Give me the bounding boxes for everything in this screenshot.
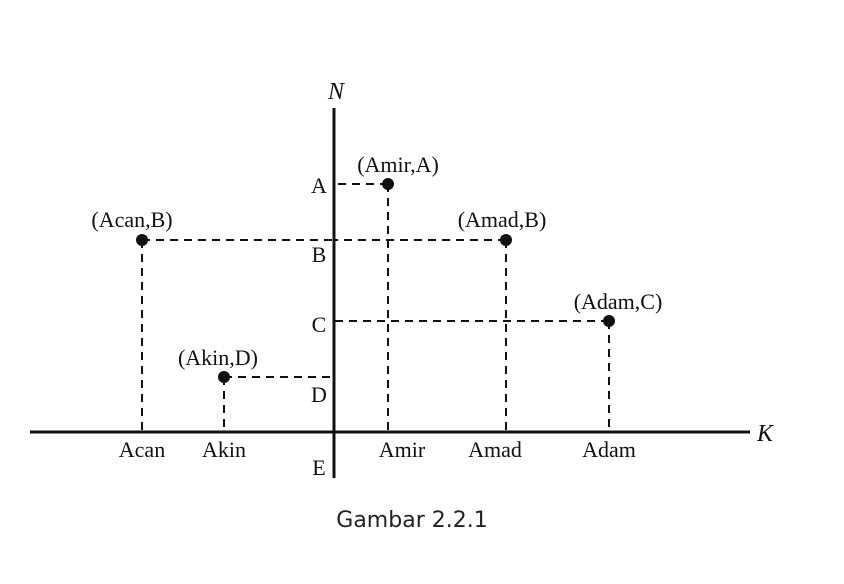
horizontal-axis-label: K <box>756 421 775 447</box>
point-label: (Adam,C) <box>574 289 663 314</box>
point-adam-c: (Adam,C) <box>334 289 662 432</box>
point-marker <box>500 234 512 246</box>
point-label: (Akin,D) <box>178 345 258 370</box>
x-tick-label: Adam <box>582 437 636 462</box>
y-tick-label: B <box>312 242 327 267</box>
point-marker <box>382 178 394 190</box>
point-label: (Acan,B) <box>91 207 172 232</box>
x-tick-label: Amad <box>468 437 522 462</box>
point-amad-b: (Amad,B) <box>334 207 546 432</box>
point-marker <box>136 234 148 246</box>
y-tick-label: A <box>311 173 327 198</box>
point-label: (Amir,A) <box>357 152 439 177</box>
point-marker <box>603 315 615 327</box>
y-tick-label: C <box>312 312 327 337</box>
vertical-axis-label: N <box>327 79 346 105</box>
point-akin-d: (Akin,D) <box>178 345 334 432</box>
figure-caption: Gambar 2.2.1 <box>336 508 488 533</box>
point-amir-a: (Amir,A) <box>334 152 439 432</box>
x-tick-label: Acan <box>119 437 165 462</box>
y-tick-label: D <box>311 382 327 407</box>
point-marker <box>218 371 230 383</box>
point-label: (Amad,B) <box>458 207 547 232</box>
x-tick-label: Akin <box>202 437 246 462</box>
point-acan-b: (Acan,B) <box>91 207 334 432</box>
cartesian-product-diagram: N K A B C D E Acan Akin Amir Amad Adam (… <box>30 79 775 480</box>
y-tick-label: E <box>312 455 325 480</box>
x-tick-label: Amir <box>379 437 426 462</box>
